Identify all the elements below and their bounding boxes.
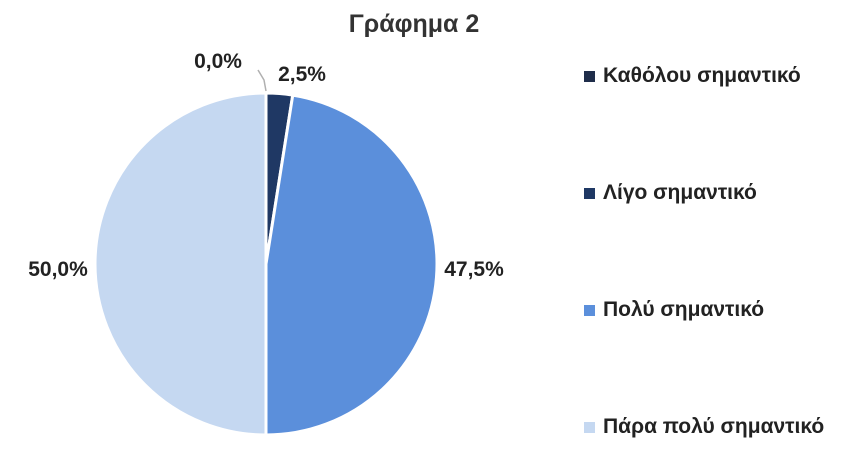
data-label-3: 47,5%: [444, 258, 504, 281]
pie-slice-4: [93, 91, 268, 437]
legend-label-1: Καθόλου σημαντικό: [603, 64, 801, 87]
data-labels: 0,0% 2,5% 47,5% 50,0%: [28, 50, 504, 281]
legend-label-3: Πολύ σημαντικό: [603, 298, 764, 321]
leader-line-1: [257, 69, 267, 92]
legend-swatch-3: [584, 305, 595, 316]
data-label-2: 2,5%: [278, 63, 326, 86]
chart-title: Γράφημα 2: [349, 10, 480, 38]
legend-swatch-2: [584, 188, 595, 199]
data-label-1: 0,0%: [194, 50, 242, 73]
pie-slices: [93, 91, 439, 437]
legend-label-4: Πάρα πολύ σημαντικό: [603, 415, 824, 438]
legend-swatch-1: [584, 71, 595, 82]
pie-slice-3: [264, 93, 439, 437]
legend-label-2: Λίγο σημαντικό: [603, 181, 757, 204]
legend-swatch-4: [584, 422, 595, 433]
legend: Καθόλου σημαντικό Λίγο σημαντικό Πολύ σημα…: [584, 64, 824, 438]
data-label-4: 50,0%: [28, 258, 88, 281]
